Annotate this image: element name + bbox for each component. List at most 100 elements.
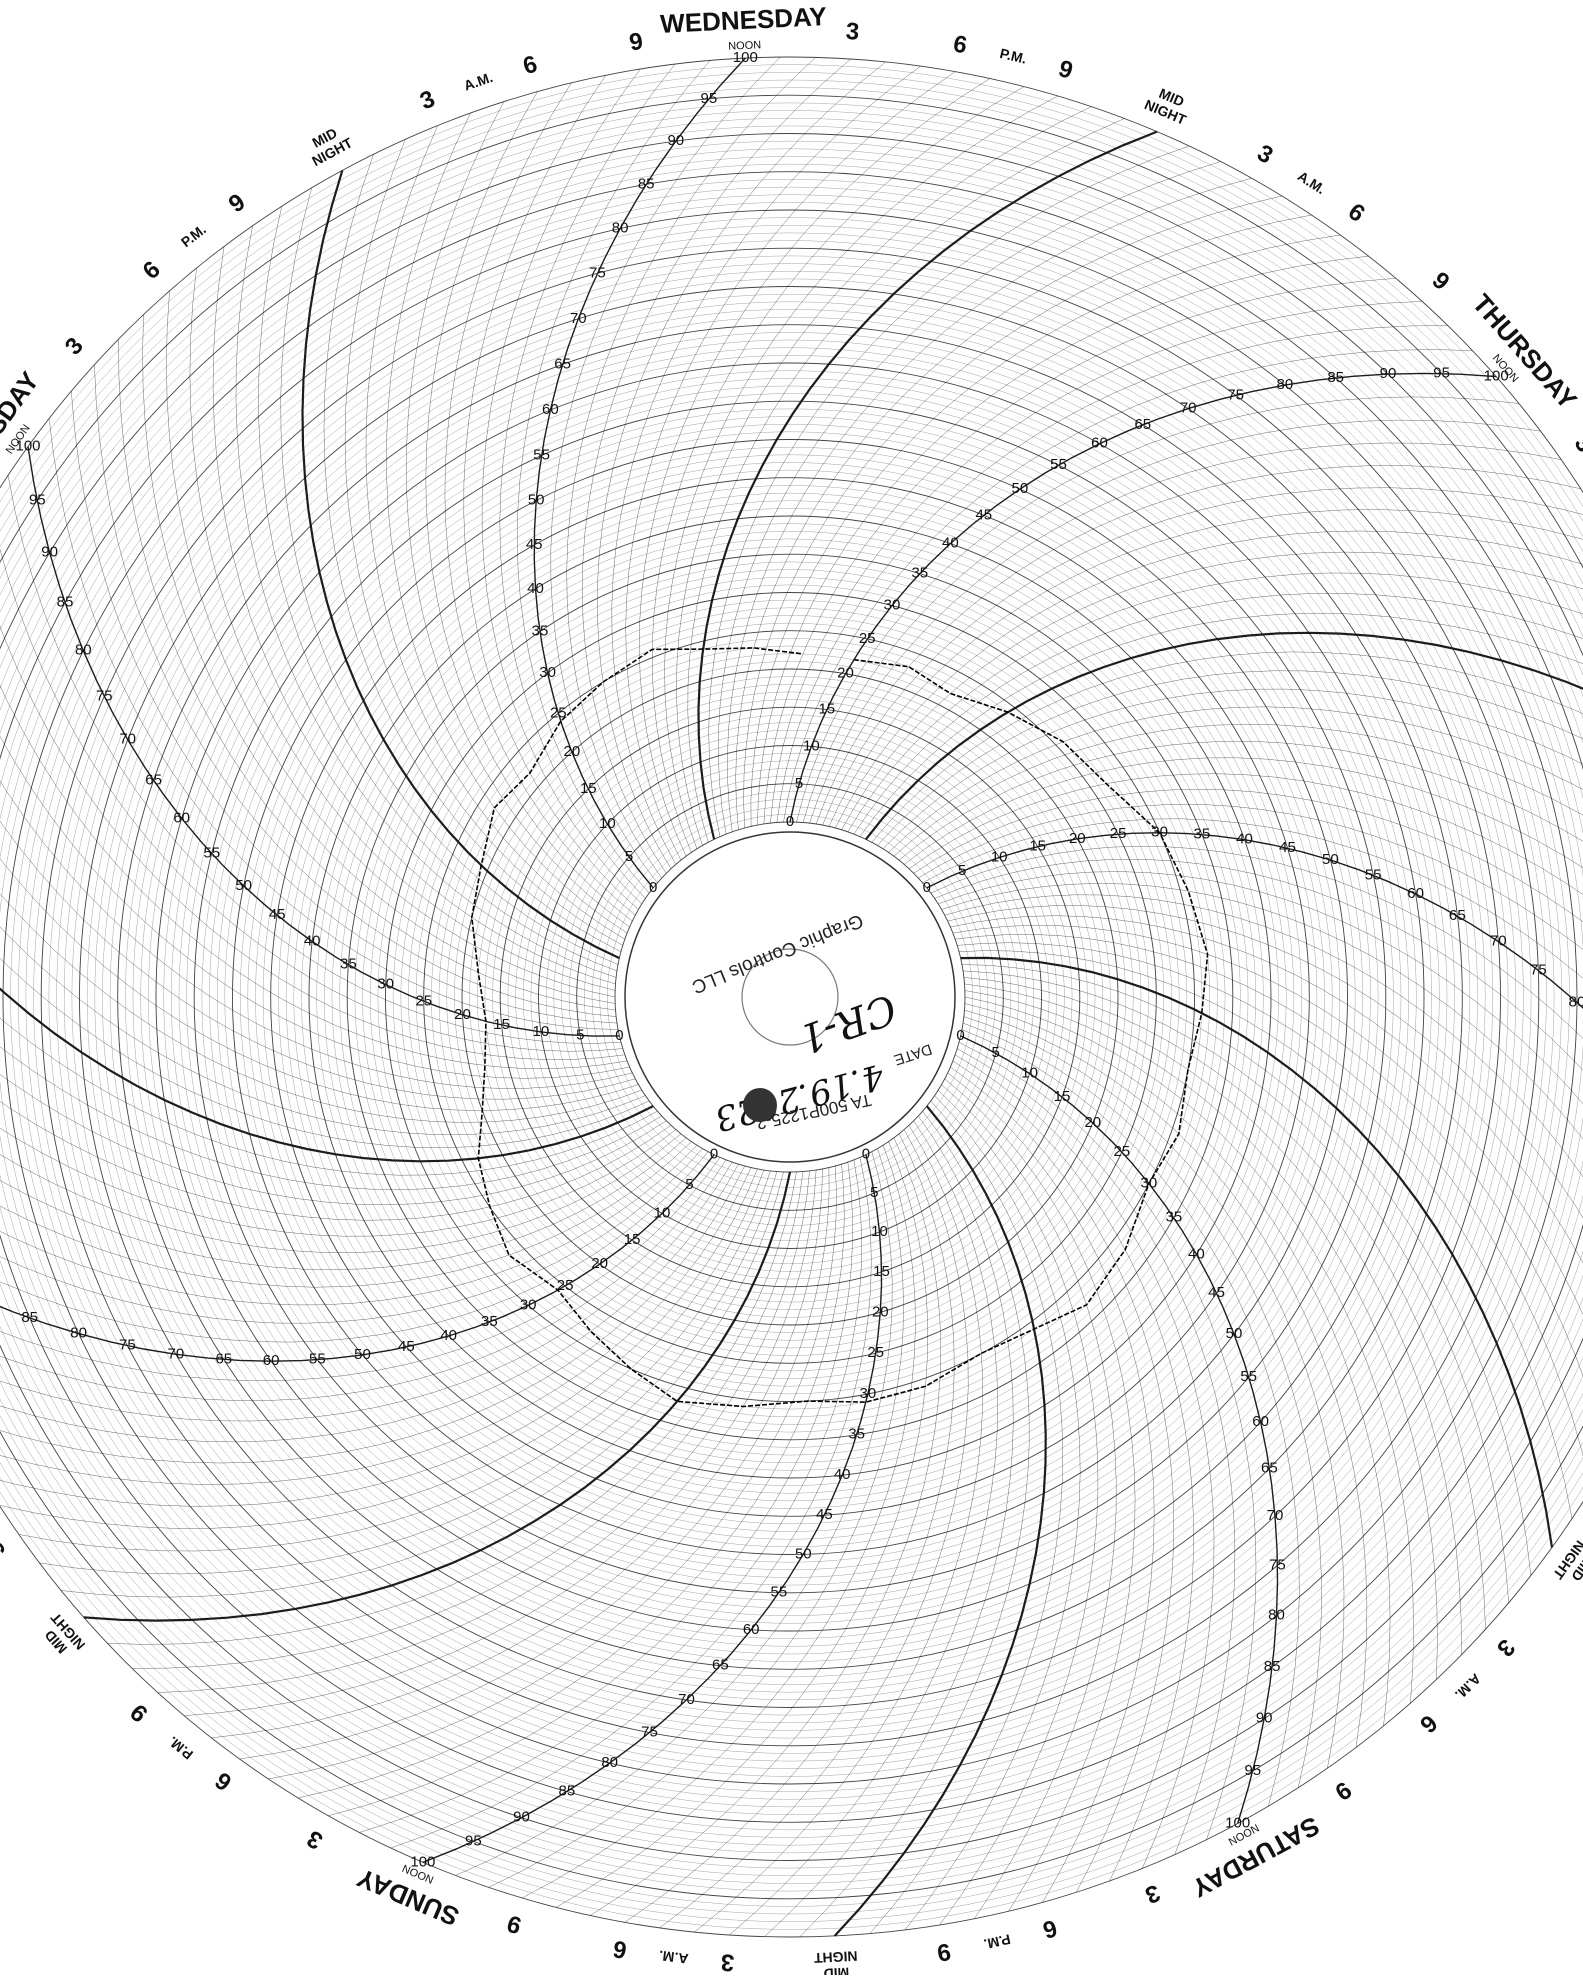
- scale-tick-label: 65: [554, 355, 571, 372]
- scale-tick-label: 40: [527, 580, 544, 597]
- scale-tick-label: 5: [992, 1044, 1000, 1061]
- scale-tick-label: 30: [539, 664, 556, 681]
- scale-tick-label: 80: [70, 1325, 87, 1342]
- scale-tick-label: 50: [795, 1545, 812, 1562]
- scale-tick-label: 60: [743, 1621, 760, 1638]
- scale-tick-label: 85: [559, 1782, 576, 1799]
- scale-tick-label: 80: [1277, 376, 1294, 393]
- scale-tick-label: 15: [624, 1231, 641, 1248]
- scale-tick-label: 25: [557, 1277, 574, 1294]
- scale-tick-label: 40: [942, 534, 959, 551]
- scale-tick-label: 60: [1407, 885, 1424, 902]
- scale-tick-label: 10: [991, 848, 1008, 865]
- scale-tick-label: 45: [1279, 839, 1296, 856]
- scale-tick-label: 65: [712, 1657, 729, 1674]
- scale-tick-label: 65: [215, 1350, 232, 1367]
- scale-tick-label: 25: [859, 630, 876, 647]
- scale-tick-label: 10: [533, 1023, 550, 1040]
- scale-tick-label: 5: [625, 848, 633, 865]
- scale-tick-label: 35: [1194, 825, 1211, 842]
- scale-tick-label: 30: [884, 597, 901, 614]
- scale-tick-label: 30: [520, 1296, 537, 1313]
- scale-tick-label: 55: [1240, 1368, 1257, 1385]
- brand-logo-icon: [743, 1088, 777, 1122]
- scale-tick-label: 45: [975, 506, 992, 523]
- scale-tick-label: 50: [235, 877, 252, 894]
- scale-tick-label: 0: [956, 1027, 964, 1044]
- scale-tick-label: 15: [493, 1016, 510, 1033]
- scale-tick-label: 25: [415, 992, 432, 1009]
- scale-tick-label: 10: [871, 1223, 888, 1240]
- scale-tick-label: 80: [601, 1754, 618, 1771]
- scale-tick-label: 20: [872, 1303, 889, 1320]
- scale-tick-label: 85: [21, 1309, 38, 1326]
- scale-tick-label: 95: [1433, 365, 1450, 382]
- scale-tick-label: 75: [1269, 1556, 1286, 1573]
- scale-tick-label: 95: [29, 491, 46, 508]
- scale-tick-label: 20: [564, 743, 581, 760]
- center-label: Graphic Controls LLC TA 500P1225-2 DATE …: [625, 832, 955, 1162]
- scale-tick-label: 5: [795, 775, 803, 792]
- scale-tick-label: 15: [873, 1263, 890, 1280]
- noon-label: NOON: [728, 39, 762, 53]
- scale-tick-label: 30: [377, 976, 394, 993]
- scale-tick-label: 15: [1054, 1088, 1071, 1105]
- scale-tick-label: 95: [1244, 1762, 1261, 1779]
- scale-tick-label: 25: [867, 1344, 884, 1361]
- scale-tick-label: 25: [550, 704, 567, 721]
- scale-tick-label: 10: [1021, 1065, 1038, 1082]
- scale-tick-label: 20: [454, 1006, 471, 1023]
- scale-tick-label: 45: [816, 1506, 833, 1523]
- scale-tick-label: 55: [1365, 866, 1382, 883]
- scale-tick-label: 50: [1322, 851, 1339, 868]
- scale-tick-label: 45: [269, 906, 286, 923]
- scale-tick-label: 70: [168, 1345, 185, 1362]
- scale-tick-label: 55: [1050, 456, 1067, 473]
- scale-tick-label: 0: [862, 1146, 870, 1163]
- scale-tick-label: 15: [580, 780, 597, 797]
- scale-tick-label: 10: [654, 1204, 671, 1221]
- midnight-label: NIGHT: [813, 1948, 858, 1966]
- scale-tick-label: 70: [570, 310, 587, 327]
- scale-tick-label: 35: [340, 956, 357, 973]
- scale-tick-label: 20: [591, 1255, 608, 1272]
- scale-tick-label: 5: [958, 862, 966, 879]
- scale-tick-label: 70: [1490, 932, 1507, 949]
- scale-tick-label: 20: [837, 665, 854, 682]
- scale-tick-label: 40: [834, 1466, 851, 1483]
- scale-tick-label: 25: [1113, 1143, 1130, 1160]
- scale-tick-label: 75: [119, 1337, 136, 1354]
- scale-tick-label: 30: [1151, 824, 1168, 841]
- scale-tick-label: 95: [465, 1832, 482, 1849]
- scale-tick-label: 65: [1261, 1459, 1278, 1476]
- scale-tick-label: 65: [1134, 416, 1151, 433]
- scale-tick-label: 45: [526, 536, 543, 553]
- scale-tick-label: 50: [1012, 480, 1029, 497]
- scale-tick-label: 75: [1530, 961, 1547, 978]
- scale-tick-label: 95: [701, 90, 718, 107]
- scale-tick-label: 65: [1449, 907, 1466, 924]
- scale-tick-label: 35: [911, 565, 928, 582]
- scale-tick-label: 50: [1226, 1325, 1243, 1342]
- scale-tick-label: 25: [1110, 825, 1127, 842]
- scale-tick-label: 60: [1091, 435, 1108, 452]
- scale-tick-label: 45: [1208, 1284, 1225, 1301]
- scale-tick-label: 90: [41, 544, 58, 561]
- scale-tick-label: 70: [119, 731, 136, 748]
- scale-tick-label: 0: [615, 1027, 623, 1044]
- scale-tick-label: 65: [145, 771, 162, 788]
- scale-tick-label: 40: [1188, 1245, 1205, 1262]
- scale-tick-label: 45: [398, 1338, 415, 1355]
- scale-tick-label: 50: [528, 492, 545, 509]
- scale-tick-label: 0: [923, 879, 931, 896]
- scale-tick-label: 20: [1084, 1114, 1101, 1131]
- scale-tick-label: 55: [771, 1584, 788, 1601]
- scale-tick-label: 75: [96, 687, 113, 704]
- scale-tick-label: 15: [1029, 838, 1046, 855]
- scale-tick-label: 75: [1227, 386, 1244, 403]
- scale-tick-label: 40: [304, 932, 321, 949]
- scale-tick-label: 75: [589, 264, 606, 281]
- hour-label: 3: [845, 18, 860, 46]
- scale-tick-label: 50: [354, 1346, 371, 1363]
